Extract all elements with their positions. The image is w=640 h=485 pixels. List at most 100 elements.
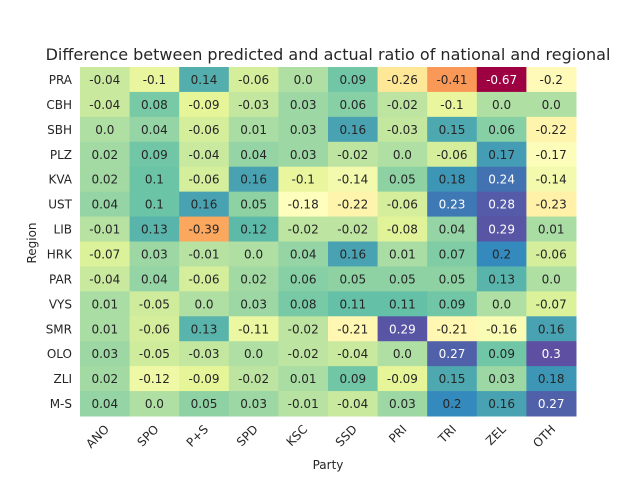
y-axis-tick-labels: PRA CBH SBH PLZ KVA UST LIB HRK PAR VYS SMR OLO ZLI M… xyxy=(46,73,73,411)
cell-value-label: -0.04 xyxy=(337,397,368,411)
heatmap-cell xyxy=(427,216,478,242)
cell-value-label: 0.0 xyxy=(294,73,313,87)
cell-value-label: 0.03 xyxy=(91,347,118,361)
cell-value-label: 0.16 xyxy=(488,397,515,411)
cell-value-label: 0.1 xyxy=(145,173,164,187)
cell-value-label: -0.06 xyxy=(188,123,219,137)
cell-value-label: 0.01 xyxy=(290,372,317,386)
heatmap-cell xyxy=(179,291,230,317)
heatmap-cell xyxy=(526,67,577,93)
heatmap-cell xyxy=(377,241,428,267)
cell-value-label: 0.04 xyxy=(141,272,168,286)
cell-value-label: 0.0 xyxy=(95,123,114,137)
heatmap-cell xyxy=(526,166,577,193)
heatmap-cell xyxy=(228,316,279,342)
heatmap-cell xyxy=(80,316,131,342)
cell-value-label: -0.07 xyxy=(89,247,120,261)
cell-value-label: 0.0 xyxy=(244,347,263,361)
cell-value-label: 0.24 xyxy=(488,173,515,187)
cell-value-label: -0.21 xyxy=(436,322,467,336)
heatmap-cell xyxy=(129,166,180,193)
heatmap-cell xyxy=(526,266,577,292)
cell-value-label: 0.3 xyxy=(542,347,561,361)
cell-value-label: 0.03 xyxy=(290,148,317,162)
cell-value-label: 0.04 xyxy=(240,148,267,162)
heatmap-cell xyxy=(328,391,379,417)
cell-value-label: -0.06 xyxy=(139,322,170,336)
heatmap-cell xyxy=(179,391,230,417)
x-axis-label: Party xyxy=(313,458,344,472)
cell-value-label: 0.03 xyxy=(488,372,515,386)
cell-value-label: 0.01 xyxy=(240,123,267,137)
heatmap-cell xyxy=(377,141,428,168)
cell-value-label: 0.29 xyxy=(389,322,416,336)
heatmap-cell xyxy=(328,166,379,193)
cell-value-label: 0.08 xyxy=(290,297,317,311)
heatmap-cell xyxy=(278,266,329,292)
heatmap-cell xyxy=(278,391,329,417)
cell-value-label: -0.22 xyxy=(337,198,368,212)
cell-value-label: -0.01 xyxy=(188,247,219,261)
heatmap-cell xyxy=(129,191,180,218)
cell-value-label: -0.04 xyxy=(337,347,368,361)
heatmap-cell xyxy=(80,191,131,218)
cell-value-label: 0.16 xyxy=(339,123,366,137)
heatmap-cell xyxy=(476,67,527,93)
heatmap-cell xyxy=(476,216,527,242)
heatmap-cell xyxy=(129,316,180,342)
heatmap-cell xyxy=(526,91,577,118)
heatmap-cell xyxy=(377,366,428,392)
heatmap-cell xyxy=(328,116,379,143)
heatmap-cell xyxy=(80,216,131,242)
cell-value-label: -0.04 xyxy=(89,98,120,112)
heatmap-cell xyxy=(80,241,131,267)
cell-value-label: -0.14 xyxy=(337,173,368,187)
cell-value-label: 0.03 xyxy=(290,123,317,137)
cell-value-label: 0.05 xyxy=(439,272,466,286)
x-tick-label: KSC xyxy=(284,422,311,449)
heatmap-cell xyxy=(179,141,230,168)
cell-value-label: -0.41 xyxy=(436,73,467,87)
cell-value-label: -0.01 xyxy=(89,223,120,237)
cell-value-label: -0.04 xyxy=(89,272,120,286)
y-tick-label: M-S xyxy=(50,397,72,411)
cell-value-label: -0.02 xyxy=(337,223,368,237)
cell-value-label: -0.14 xyxy=(536,173,567,187)
heatmap-cell xyxy=(427,341,478,367)
cell-value-label: -0.08 xyxy=(387,223,418,237)
cell-value-label: 0.0 xyxy=(542,272,561,286)
y-tick-label: SBH xyxy=(47,123,72,137)
heatmap-cell xyxy=(278,191,329,218)
cell-value-label: 0.12 xyxy=(240,223,267,237)
cell-value-label: 0.0 xyxy=(244,247,263,261)
cell-value-label: -0.1 xyxy=(143,73,166,87)
cell-value-label: 0.07 xyxy=(439,247,466,261)
cell-value-label: 0.0 xyxy=(492,297,511,311)
cell-value-label: 0.13 xyxy=(141,223,168,237)
cell-value-label: 0.11 xyxy=(389,297,416,311)
heatmap-cell xyxy=(328,141,379,168)
heatmap-cell-labels: -0.04 -0.1 0.14 -0.06 0.0 0.09 -0.26 -0.41 -0.67… xyxy=(89,73,566,411)
heatmap-cell xyxy=(476,91,527,118)
cell-value-label: 0.03 xyxy=(240,297,267,311)
cell-value-label: -0.39 xyxy=(188,223,219,237)
heatmap-cell xyxy=(228,166,279,193)
heatmap-cell xyxy=(179,191,230,218)
cell-value-label: 0.09 xyxy=(439,297,466,311)
heatmap-cell xyxy=(80,116,131,143)
cell-value-label: 0.05 xyxy=(240,198,267,212)
cell-value-label: 0.05 xyxy=(191,397,218,411)
heatmap-cell xyxy=(476,166,527,193)
cell-value-label: 0.13 xyxy=(191,322,218,336)
heatmap-cell xyxy=(377,391,428,417)
heatmap-cell xyxy=(80,266,131,292)
heatmap-cell xyxy=(476,341,527,367)
cell-value-label: 0.18 xyxy=(538,372,565,386)
heatmap-cell xyxy=(179,366,230,392)
heatmap-cell xyxy=(80,141,131,168)
cell-value-label: 0.04 xyxy=(290,247,317,261)
heatmap-cell xyxy=(476,391,527,417)
x-tick-label: ZEL xyxy=(483,422,509,448)
chart-title: Difference between predicted and actual … xyxy=(46,45,611,64)
heatmap-cell xyxy=(228,116,279,143)
